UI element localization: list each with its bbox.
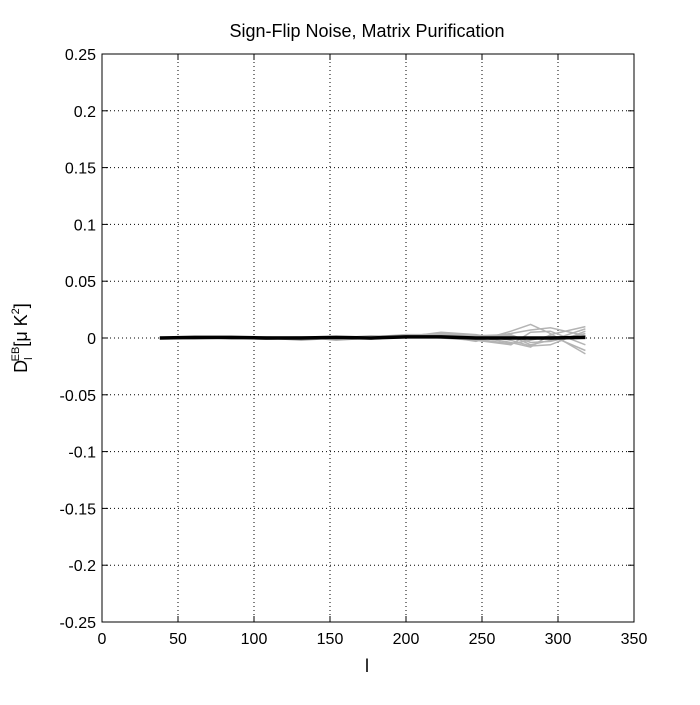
y-tick-label: 0.15 [65,161,96,178]
x-tick-label: 250 [469,631,496,648]
y-axis-label-unit-superscript: 2 [10,308,22,314]
y-axis-label-subscript: l [23,357,35,359]
y-tick-label: 0 [87,331,96,348]
y-tick-label: 0.1 [74,217,96,234]
y-axis-label-unit: [μ K [11,314,31,346]
y-tick-label: 0.2 [74,104,96,121]
x-tick-labels: 0 50 100 150 200 250 300 350 [98,631,648,648]
x-tick-label: 100 [241,631,268,648]
y-tick-label: -0.2 [68,558,96,575]
x-tick-label: 350 [621,631,648,648]
y-axis-label-main: D [11,360,31,373]
x-tick-label: 300 [545,631,572,648]
y-tick-label: -0.1 [68,445,96,462]
y-tick-label: -0.15 [60,501,97,518]
x-tick-label: 0 [98,631,107,648]
y-axis-label-unit-close: ] [11,303,31,308]
y-axis-label: DlEB[μ K2] [10,303,35,373]
y-tick-label: 0.05 [65,274,96,291]
x-axis-label: l [365,656,369,676]
x-tick-label: 50 [169,631,187,648]
mean-series-line [159,335,586,340]
y-tick-labels: 0.25 0.2 0.15 0.1 0.05 0 -0.05 -0.1 -0.15 -0.2 -0.… [60,47,97,632]
y-tick-label: -0.05 [60,388,97,405]
y-tick-label: 0.25 [65,47,96,64]
y-tick-label: -0.25 [60,615,97,632]
mean-series-layer [159,335,586,340]
y-axis-label-superscript: EB [10,347,22,362]
x-tick-label: 200 [393,631,420,648]
chart-title: Sign-Flip Noise, Matrix Purification [229,21,504,41]
x-tick-label: 150 [317,631,344,648]
tick-layer [101,53,635,623]
